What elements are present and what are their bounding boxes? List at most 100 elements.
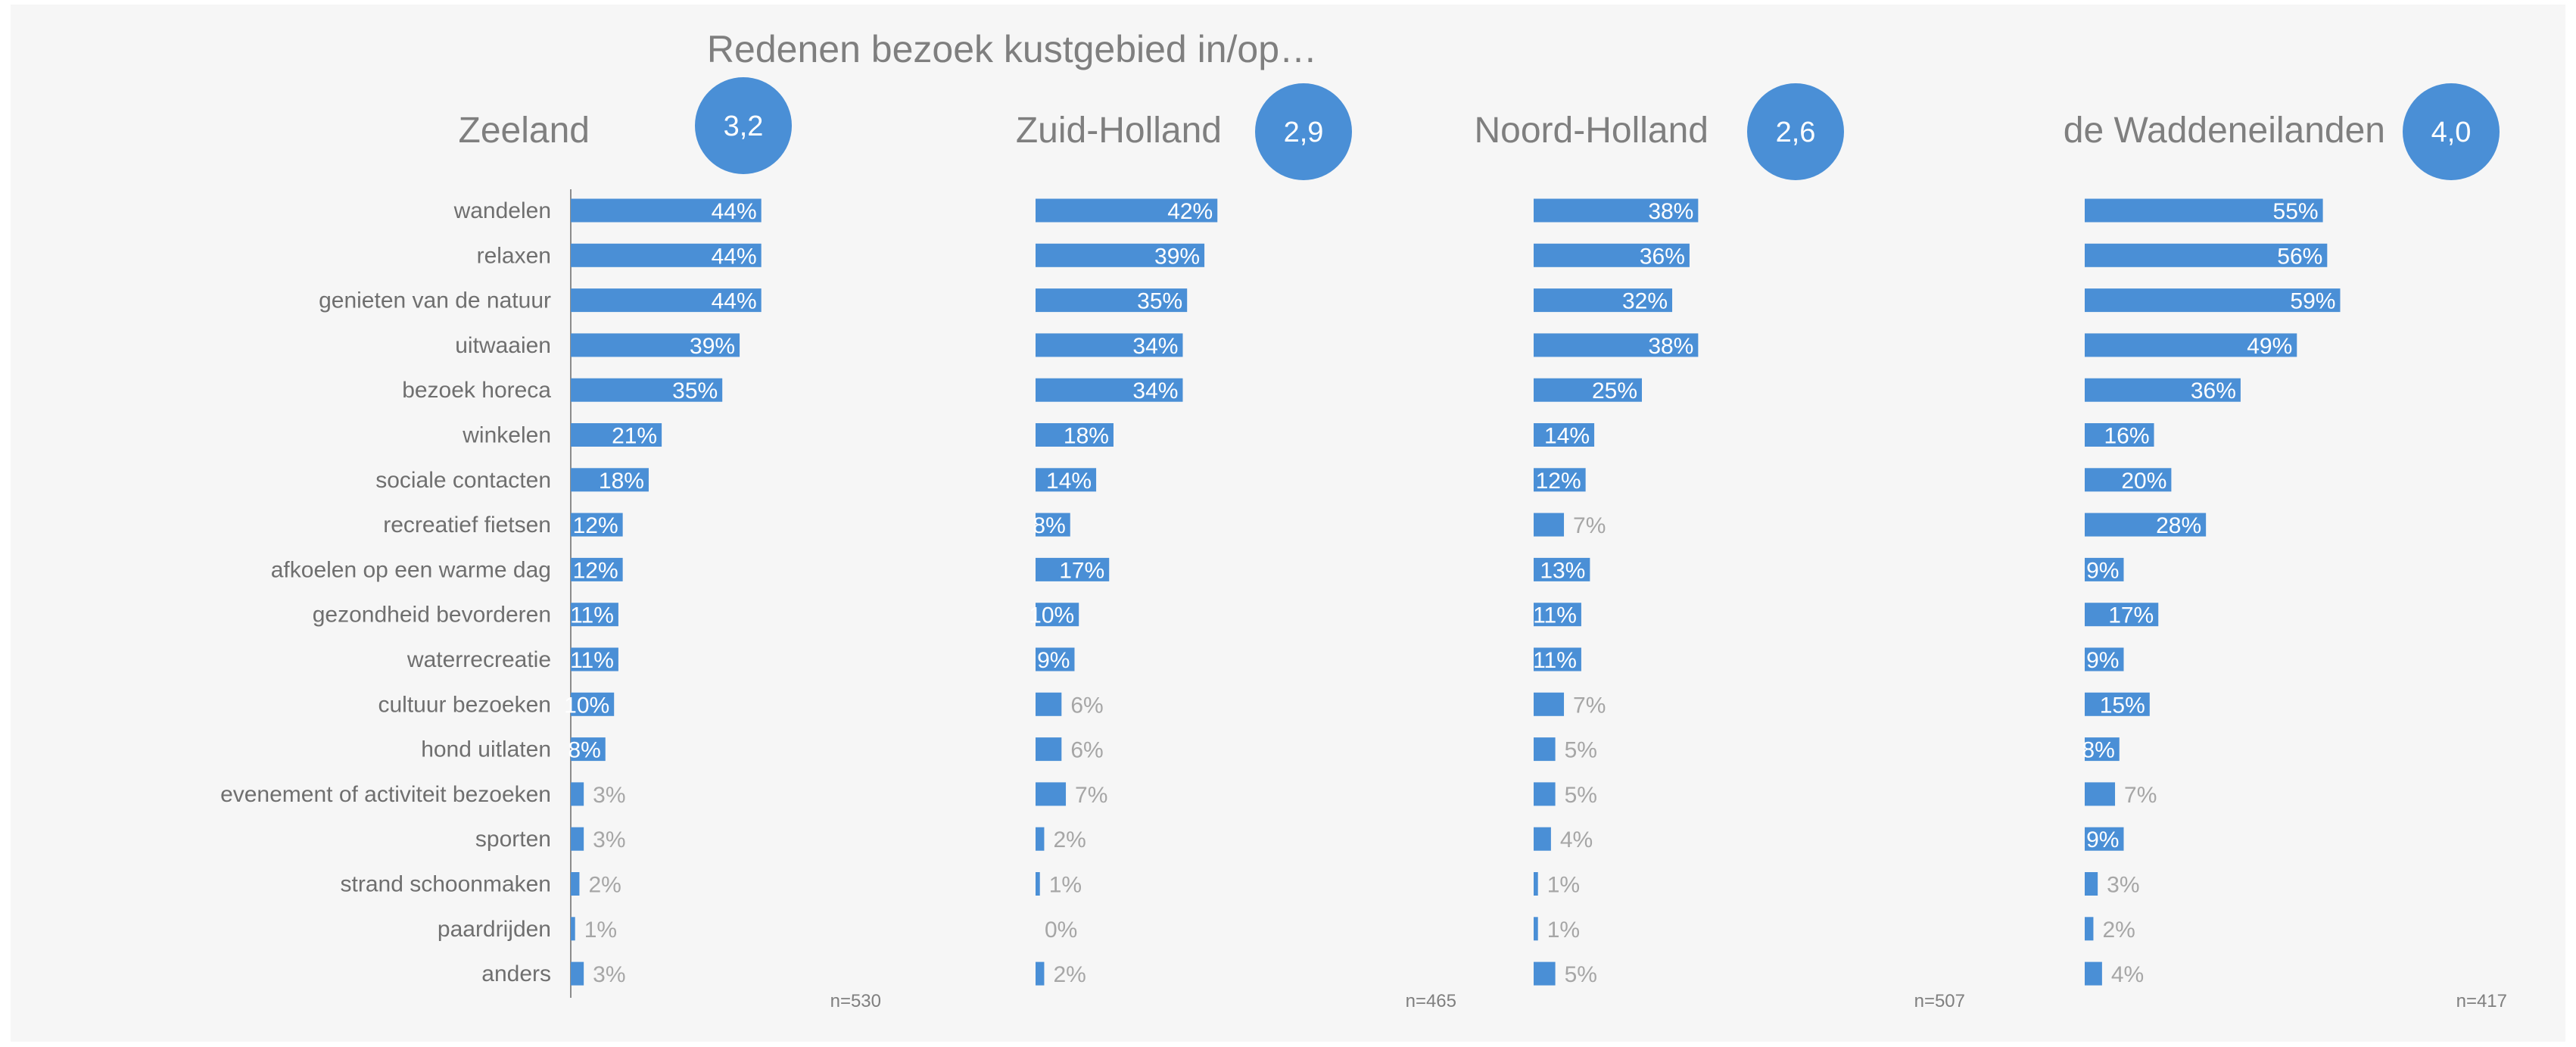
- score-badge-value: 3,2: [724, 111, 764, 142]
- bar: [2085, 423, 2154, 447]
- data-label: 17%: [1059, 558, 1104, 583]
- data-label: 3%: [593, 783, 625, 808]
- bar: [571, 872, 580, 896]
- data-label: 11%: [570, 648, 614, 673]
- data-label: 5%: [1565, 783, 1597, 808]
- bar: [571, 692, 615, 716]
- data-label: 25%: [1592, 379, 1637, 404]
- bar: [571, 737, 606, 762]
- category-label: sporten: [475, 827, 551, 852]
- chart-area: Redenen bezoek kustgebied in/op… wandele…: [11, 5, 2565, 1042]
- category-label: wandelen: [453, 198, 551, 223]
- bar: [1534, 603, 1581, 627]
- data-label: 5%: [1565, 962, 1597, 987]
- data-label: 38%: [1648, 334, 1693, 359]
- category-label: paardrijden: [438, 917, 551, 942]
- bar: [1534, 378, 1642, 402]
- score-badge: [1747, 83, 1844, 180]
- data-label: 11%: [570, 603, 614, 628]
- data-label: 12%: [573, 558, 618, 583]
- data-label: 38%: [1648, 199, 1693, 224]
- data-label: 2%: [1053, 962, 1086, 987]
- score-badge: [2403, 83, 2500, 180]
- data-label: 56%: [2277, 244, 2322, 269]
- bar: [1534, 468, 1586, 492]
- bar: [1534, 782, 1556, 806]
- data-label: 44%: [712, 199, 757, 224]
- bar: [2085, 692, 2150, 716]
- data-label: 5%: [1565, 738, 1597, 763]
- bar: [1534, 961, 1556, 986]
- category-label: cultuur bezoeken: [378, 692, 552, 717]
- data-label: 59%: [2290, 289, 2335, 314]
- data-label: 9%: [2086, 827, 2119, 852]
- bar: [1534, 423, 1595, 447]
- data-label: 34%: [1132, 334, 1178, 359]
- bar: [2085, 557, 2124, 581]
- bar: [1036, 603, 1079, 627]
- bar: [1036, 243, 1205, 267]
- bar: [1534, 288, 1673, 313]
- category-label: hond uitlaten: [421, 737, 551, 762]
- data-label: 7%: [1573, 513, 1606, 538]
- score-badge-value: 2,9: [1284, 117, 1324, 148]
- bar: [1036, 827, 1045, 851]
- data-label: 3%: [2107, 873, 2139, 898]
- bar: [2085, 603, 2159, 627]
- bar: [1036, 782, 1067, 806]
- data-label: 15%: [2100, 693, 2145, 718]
- bar: [1036, 737, 1062, 762]
- bar: [571, 513, 623, 537]
- data-label: 7%: [1075, 783, 1107, 808]
- bar: [571, 917, 575, 941]
- data-label: 55%: [2273, 199, 2319, 224]
- chart-svg: Redenen bezoek kustgebied in/op… wandele…: [220, 28, 2507, 1011]
- bar: [1036, 961, 1045, 986]
- data-label: 10%: [1029, 603, 1074, 628]
- data-label: 49%: [2247, 334, 2292, 359]
- data-label: 6%: [1070, 738, 1103, 763]
- region-name: Zuid-Holland: [1016, 111, 1222, 151]
- data-label: 3%: [593, 962, 625, 987]
- bar: [2085, 961, 2102, 986]
- bar: [1036, 423, 1114, 447]
- bar: [2085, 198, 2323, 223]
- bar: [1036, 513, 1070, 537]
- bar: [2085, 378, 2241, 402]
- data-label: 42%: [1167, 199, 1213, 224]
- data-label: 12%: [573, 513, 618, 538]
- category-label: afkoelen op een warme dag: [271, 557, 551, 582]
- bar: [1534, 737, 1556, 762]
- bar: [2085, 513, 2207, 537]
- bar: [2085, 782, 2116, 806]
- bar: [571, 243, 762, 267]
- data-label: 6%: [1070, 693, 1103, 718]
- bar: [1534, 557, 1590, 581]
- region-name: de Waddeneilanden: [2064, 111, 2385, 151]
- bar: [1534, 827, 1551, 851]
- bar: [2085, 647, 2124, 672]
- data-label: 4%: [1560, 827, 1593, 852]
- data-label: 21%: [612, 424, 657, 449]
- data-label: 34%: [1132, 379, 1178, 404]
- data-label: 1%: [584, 918, 617, 943]
- bar: [1534, 647, 1581, 672]
- data-label: 36%: [1640, 244, 1685, 269]
- bar: [1036, 557, 1110, 581]
- data-label: 39%: [1154, 244, 1200, 269]
- bar: [571, 557, 623, 581]
- bar: [571, 782, 584, 806]
- bar: [2085, 737, 2120, 762]
- category-label: waterrecreatie: [406, 647, 551, 672]
- score-badge: [1255, 83, 1352, 180]
- data-label: 44%: [712, 289, 757, 314]
- data-label: 14%: [1544, 424, 1590, 449]
- data-label: 16%: [2104, 424, 2149, 449]
- bar: [1036, 647, 1075, 672]
- bar: [1036, 333, 1183, 357]
- bar: [1036, 692, 1062, 716]
- category-label: anders: [481, 961, 551, 986]
- sample-size-label: n=507: [1914, 991, 1965, 1011]
- data-label: 8%: [568, 738, 600, 763]
- data-label: 36%: [2191, 379, 2236, 404]
